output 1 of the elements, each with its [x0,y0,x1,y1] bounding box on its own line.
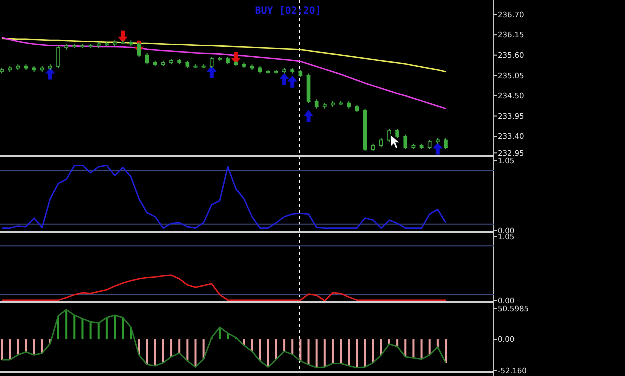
text: BUY [02:20] [255,6,322,17]
